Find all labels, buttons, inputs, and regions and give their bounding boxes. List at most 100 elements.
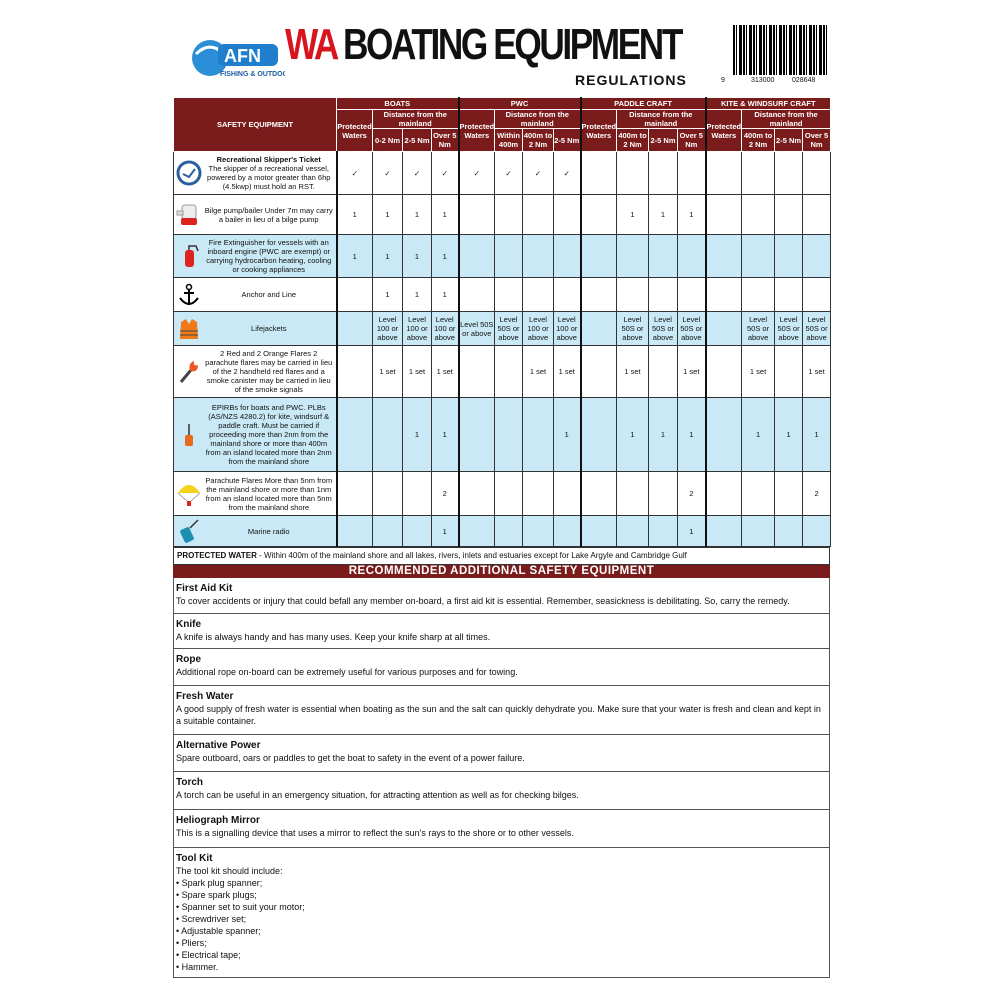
recommended-item-text: A good supply of fresh water is essentia… [176, 704, 821, 726]
equipment-label: Parachute Flares More than 5nm from the … [173, 471, 337, 516]
equipment-label: Fire Extinguisher for vessels with an in… [173, 234, 337, 278]
requirement-cell: ✓ [335, 151, 373, 195]
tool-kit-list-item: • Adjustable spanner; [176, 926, 261, 936]
distance-col-header: Over 5 Nm [677, 128, 707, 152]
rst-badge-icon [176, 160, 202, 186]
barcode-digit: 313000 [751, 77, 775, 84]
recommended-list: First Aid Kit To cover accidents or injur… [173, 578, 830, 978]
table-row: Marine radio 1 1 [173, 515, 832, 547]
requirement-cell: Level 50S or above [494, 311, 524, 346]
requirement-cell: 1 [616, 397, 650, 472]
table-row: 2 Red and 2 Orange Flares 2 parachute fl… [173, 345, 832, 398]
requirement-cell [648, 515, 679, 547]
requirement-cell [553, 234, 582, 278]
requirement-cell: 1 [774, 397, 804, 472]
requirement-cell [372, 515, 403, 547]
group-header: PWC [457, 97, 582, 110]
requirement-cell [802, 194, 832, 235]
subtitle: REGULATIONS [575, 72, 687, 88]
requirement-cell [579, 277, 618, 312]
requirement-cell [579, 515, 618, 547]
requirement-cell [522, 471, 555, 516]
distance-col-header: 2-5 Nm [774, 128, 804, 152]
requirement-cell [704, 234, 743, 278]
requirement-cell [457, 194, 496, 235]
afn-logo: AFN FISHING & OUTDOORS [192, 40, 285, 78]
requirement-cell [335, 515, 373, 547]
equipment-desc: Fire Extinguisher for vessels with an in… [206, 238, 332, 274]
protected-waters-header: Protected Waters [704, 109, 743, 152]
recommended-item-text: This is a signalling device that uses a … [176, 828, 574, 838]
equipment-label: Anchor and Line [173, 277, 337, 312]
requirement-cell [494, 515, 524, 547]
equipment-label: Lifejackets [173, 311, 337, 346]
safety-equipment-table: SAFETY EQUIPMENT BOATS PWC PADDLE CRAFT KITE… [173, 97, 832, 547]
requirement-cell [677, 277, 707, 312]
page-title: WA BOATING EQUIPMENT [285, 20, 683, 69]
requirement-cell: Level 50S or above [677, 311, 707, 346]
equipment-desc: Anchor and Line [241, 290, 297, 299]
equipment-desc: 2 Red and 2 Orange Flares 2 parachute fl… [205, 349, 333, 394]
requirement-cell [741, 471, 776, 516]
requirement-cell [704, 151, 743, 195]
recommended-item: Heliograph Mirror This is a signalling de… [173, 810, 830, 848]
requirement-cell [741, 194, 776, 235]
protected-waters-header: Protected Waters [336, 109, 373, 152]
equipment-label: Bilge pump/bailer Under 7m may carry a b… [173, 194, 337, 235]
requirement-cell: 1 [335, 194, 373, 235]
requirement-cell [774, 515, 804, 547]
distance-col-header: 400m to 2 Nm [616, 128, 650, 152]
requirement-cell [579, 471, 618, 516]
requirement-cell [335, 277, 373, 312]
recommended-item-text: A knife is always handy and has many use… [176, 632, 491, 642]
requirement-cell: 2 [802, 471, 832, 516]
requirement-cell [648, 277, 679, 312]
recommended-item: Alternative Power Spare outboard, oars or… [173, 735, 830, 772]
requirement-cell: 2 [430, 471, 460, 516]
requirement-cell: Level 50S or above [616, 311, 650, 346]
requirement-cell [522, 515, 555, 547]
requirement-cell [494, 397, 524, 472]
requirement-cell [335, 345, 373, 398]
requirement-cell [704, 311, 743, 346]
requirement-cell: 1 [402, 194, 432, 235]
requirement-cell: 1 [335, 234, 373, 278]
requirement-cell: ✓ [494, 151, 524, 195]
equipment-label: EPIRBs for boats and PWC. PLBs (AS/NZS 4… [173, 397, 337, 472]
requirement-cell: 1 [677, 397, 707, 472]
requirement-cell: Level 50S or above [774, 311, 804, 346]
parachute-flare-icon [177, 484, 201, 506]
tool-kit-list-item: • Spare spark plugs; [176, 890, 257, 900]
requirement-cell [648, 471, 679, 516]
requirement-cell: Level 100 or above [522, 311, 555, 346]
svg-text:AFN: AFN [224, 46, 261, 66]
protected-water-note: PROTECTED WATER - Within 400m of the mai… [173, 547, 830, 565]
requirement-cell [579, 345, 618, 398]
requirement-cell: 1 set [677, 345, 707, 398]
requirement-cell [579, 194, 618, 235]
requirement-cell: 1 [648, 194, 679, 235]
recommended-item-title: Knife [176, 619, 201, 630]
distance-col-header: 2-5 Nm [402, 128, 432, 152]
requirement-cell [522, 194, 555, 235]
tool-kit-list-item: • Pliers; [176, 938, 207, 948]
requirement-cell [616, 471, 650, 516]
requirement-cell: 1 [402, 277, 432, 312]
requirement-cell [553, 194, 582, 235]
requirement-cell: 1 [677, 194, 707, 235]
bilge-pump-icon [176, 204, 197, 225]
requirement-cell [457, 277, 496, 312]
requirement-cell [372, 397, 403, 472]
requirement-cell: 1 [553, 397, 582, 472]
equipment-desc: EPIRBs for boats and PWC. PLBs (AS/NZS 4… [205, 403, 332, 466]
requirement-cell: 1 [430, 194, 460, 235]
recommended-item-title: First Aid Kit [176, 583, 233, 594]
requirement-cell [616, 234, 650, 278]
requirement-cell: Level 50S or above [741, 311, 776, 346]
requirement-cell [457, 234, 496, 278]
recommended-item-title: Alternative Power [176, 740, 261, 751]
requirement-cell [522, 277, 555, 312]
requirement-cell [704, 277, 743, 312]
requirement-cell: 1 [402, 234, 432, 278]
title-wa: WA [285, 20, 338, 69]
